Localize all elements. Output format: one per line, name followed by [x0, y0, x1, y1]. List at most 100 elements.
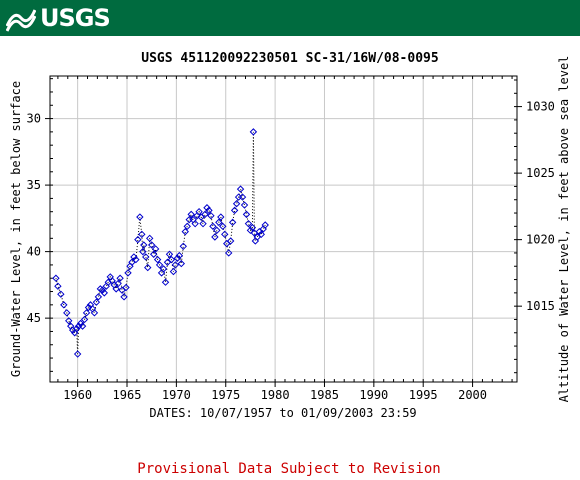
- data-point: [207, 211, 215, 220]
- data-point: [240, 201, 249, 209]
- data-point: [209, 222, 217, 231]
- data-point: [112, 285, 120, 293]
- usgs-banner: USGS: [0, 0, 580, 36]
- usgs-logo-text: USGS: [40, 4, 111, 32]
- data-point: [134, 235, 142, 244]
- data-point: [161, 278, 170, 286]
- data-point: [171, 261, 180, 269]
- y2-tick-label: 1020: [526, 233, 555, 247]
- data-point: [230, 206, 239, 215]
- data-point: [149, 250, 158, 258]
- data-point: [159, 265, 168, 273]
- data-point: [100, 289, 109, 297]
- data-point: [78, 322, 87, 330]
- data-point: [179, 242, 187, 251]
- data-point: [84, 303, 93, 312]
- data-point: [90, 309, 99, 317]
- x-tick-label: 1975: [211, 388, 240, 402]
- data-point: [224, 249, 233, 257]
- y2-tick-label: 1025: [526, 166, 555, 180]
- y-tick-label: 45: [27, 311, 41, 325]
- data-point: [181, 227, 189, 236]
- data-point: [228, 218, 237, 227]
- data-point: [251, 237, 260, 245]
- data-point: [211, 233, 219, 241]
- data-point: [116, 274, 124, 282]
- data-point: [187, 210, 195, 219]
- data-point: [165, 250, 174, 258]
- data-point: [147, 241, 156, 249]
- provisional-notice: Provisional Data Subject to Revision: [137, 461, 440, 477]
- data-point: [217, 213, 225, 221]
- data-point: [219, 222, 227, 231]
- x-tick-label: 1985: [310, 388, 339, 402]
- data-point: [122, 283, 130, 292]
- data-point: [136, 213, 144, 221]
- data-point: [54, 282, 62, 290]
- y2-tick-label: 1015: [526, 299, 555, 313]
- data-point: [146, 234, 154, 243]
- chart-axes: 1960 1965 1970 1975 1980 1985 1990 1995 2000 30 35…: [27, 76, 555, 402]
- data-point: [205, 206, 213, 215]
- data-point: [155, 261, 164, 269]
- y-tick-label: 35: [27, 178, 41, 192]
- data-point: [80, 315, 89, 324]
- data-point: [52, 274, 60, 282]
- data-point: [232, 200, 241, 208]
- data-point: [57, 290, 65, 298]
- data-point: [60, 301, 68, 309]
- data-point: [132, 255, 140, 264]
- water-level-chart: USGS 451120092230501 SC-31/16W/08-0095 1…: [9, 51, 571, 477]
- data-point: [142, 253, 150, 261]
- data-point: [153, 255, 162, 264]
- x-tick-label: 1960: [63, 388, 92, 402]
- y-axis-label: Ground-Water Level, in feet below surfac…: [9, 81, 23, 377]
- data-point: [63, 309, 71, 317]
- data-point: [73, 350, 82, 358]
- data-point: [169, 267, 178, 276]
- data-point: [167, 255, 176, 264]
- data-point: [138, 230, 146, 239]
- y2-axis-label: Altitude of Water Level, in feet above s…: [557, 56, 571, 403]
- data-point: [195, 207, 203, 216]
- data-point: [140, 241, 148, 249]
- chart-grid: [50, 76, 517, 382]
- data-point: [173, 254, 182, 262]
- data-point: [72, 325, 81, 333]
- x-tick-label: 1980: [261, 388, 290, 402]
- data-point: [65, 317, 73, 325]
- data-point: [92, 298, 101, 306]
- data-point: [246, 226, 255, 235]
- usgs-logo[interactable]: USGS: [6, 3, 111, 33]
- data-point: [82, 309, 91, 317]
- data-point: [261, 221, 269, 229]
- data-point: [183, 222, 191, 231]
- data-point: [236, 185, 245, 193]
- chart-title: USGS 451120092230501 SC-31/16W/08-0095: [141, 51, 438, 66]
- x-axis-label: DATES: 10/07/1957 to 01/09/2003 23:59: [149, 406, 416, 420]
- series-connector: [55, 131, 266, 355]
- data-point: [249, 128, 258, 136]
- x-tick-label: 1995: [409, 388, 438, 402]
- y-tick-label: 40: [27, 245, 41, 259]
- data-point: [226, 237, 235, 245]
- data-point: [139, 247, 147, 256]
- data-point: [94, 293, 103, 301]
- x-tick-label: 1965: [113, 388, 142, 402]
- data-point: [114, 279, 122, 288]
- data-point: [201, 210, 209, 219]
- data-point: [221, 230, 229, 239]
- data-point: [144, 263, 152, 272]
- x-tick-label: 1970: [162, 388, 191, 402]
- usgs-wave-icon: [6, 9, 36, 32]
- data-point: [213, 226, 221, 235]
- data-point: [257, 230, 265, 239]
- data-point: [124, 269, 132, 277]
- data-point: [242, 210, 251, 219]
- data-point: [120, 293, 128, 301]
- x-tick-label: 2000: [458, 388, 487, 402]
- data-point: [104, 278, 112, 286]
- x-tick-label: 1990: [359, 388, 388, 402]
- y-tick-label: 30: [27, 112, 41, 126]
- y2-tick-label: 1030: [526, 100, 555, 114]
